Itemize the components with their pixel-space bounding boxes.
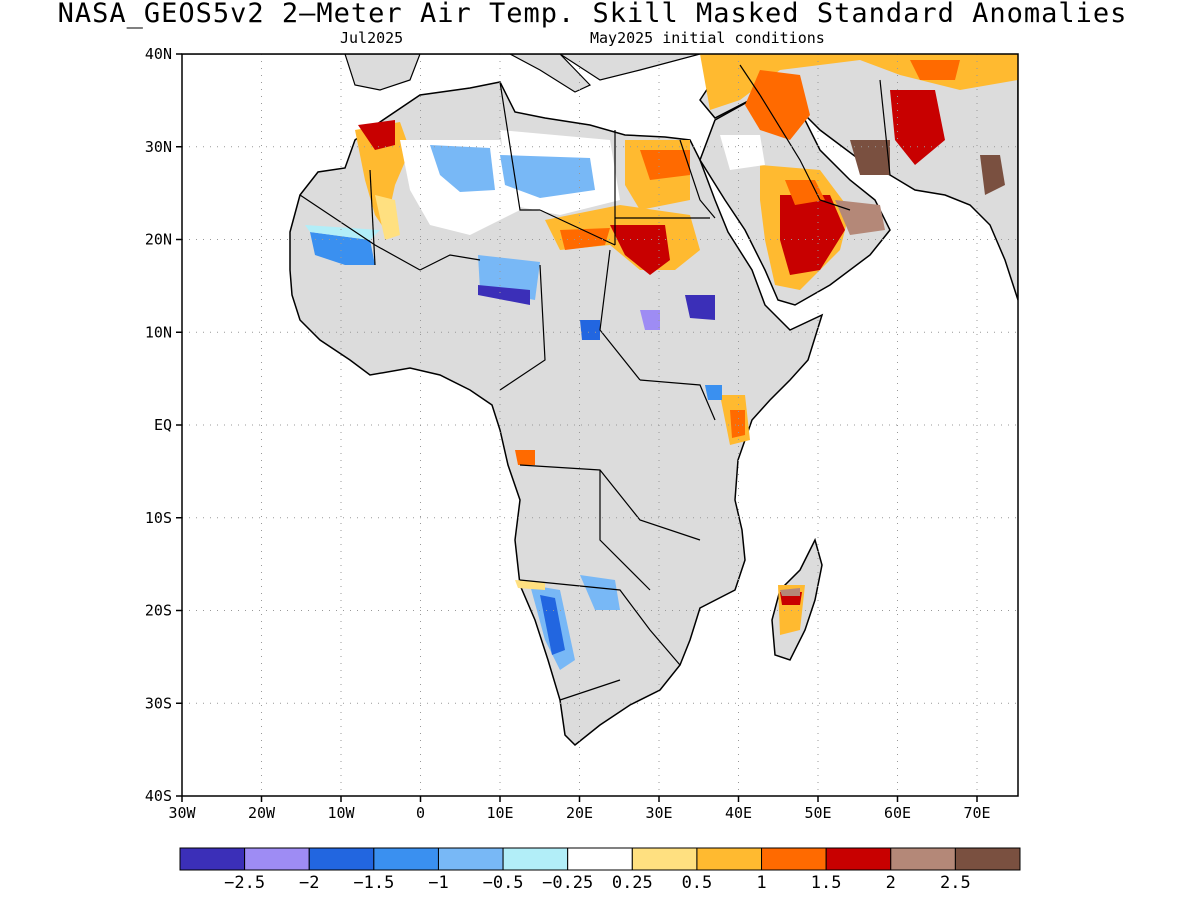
latitude-labels: 40N 30N 20N 10N EQ 10S 20S 30S 40S: [145, 45, 182, 805]
iberia-italy-landmass: [344, 54, 592, 93]
lat-tick-label: 20S: [145, 602, 172, 620]
lon-tick-label: 10E: [486, 804, 513, 822]
colorbar-label: 0.25: [612, 873, 653, 893]
colorbar-swatch: [890, 847, 956, 871]
lat-tick-label: 30S: [145, 694, 172, 712]
lat-tick-label: 10N: [145, 323, 172, 341]
lon-tick-label: 30W: [168, 804, 196, 822]
lon-tick-label: 50E: [804, 804, 831, 822]
colorbar-swatch: [437, 847, 504, 871]
colorbar-label: −2: [299, 873, 319, 893]
colorbar-swatch: [761, 847, 827, 871]
lon-tick-label: 20E: [566, 804, 593, 822]
colorbar-swatch: [308, 847, 375, 871]
colorbar-label: −1.5: [353, 873, 394, 893]
gridlines: [182, 54, 1018, 796]
colorbar-swatch: [567, 847, 633, 871]
colorbar-label: 1: [756, 873, 766, 893]
colorbar-label: −0.25: [542, 873, 593, 893]
colorbar-label: 2.5: [940, 873, 971, 893]
lon-tick-label: 60E: [884, 804, 911, 822]
colorbar-labels: −2.5 −2 −1.5 −1 −0.5 −0.25 0.25 0.5 1 1.5 2 2.5: [224, 873, 971, 893]
colorbar-label: 0.5: [682, 873, 713, 893]
lon-tick-label: 0: [416, 804, 425, 822]
lon-tick-label: 70E: [963, 804, 990, 822]
lon-tick-label: 20W: [248, 804, 276, 822]
lat-tick-label: EQ: [154, 416, 172, 434]
lon-tick-label: 30E: [645, 804, 672, 822]
colorbar-label: −1: [428, 873, 448, 893]
colorbar-swatch: [696, 847, 763, 871]
lat-tick-label: 20N: [145, 231, 172, 249]
colorbar-label: 1.5: [811, 873, 842, 893]
colorbar-label: −2.5: [224, 873, 265, 893]
colorbar-swatch: [373, 847, 439, 871]
colorbar-swatch: [502, 847, 569, 871]
lat-tick-label: 40S: [145, 787, 172, 805]
lat-tick-label: 30N: [145, 138, 172, 156]
colorbar-swatch: [825, 847, 892, 871]
colorbar-swatch: [631, 847, 698, 871]
lat-tick-label: 10S: [145, 509, 172, 527]
country-borders: [299, 64, 891, 701]
colorbar-label: 2: [886, 873, 896, 893]
map-title: NASA_GEOS5v2 2–Meter Air Temp. Skill Mas…: [57, 0, 1128, 29]
lat-tick-label: 40N: [145, 45, 172, 63]
colorbar-swatch: [954, 847, 1021, 871]
colorbar-swatch: [179, 847, 246, 871]
init-conditions-label: May2025 initial conditions: [590, 29, 825, 47]
lon-tick-label: 40E: [725, 804, 752, 822]
anomaly-patches: [305, 54, 1018, 670]
colorbar-swatch: [244, 847, 310, 871]
longitude-labels: 30W 20W 10W 0 10E 20E 30E 40E 50E 60E 70E: [168, 796, 991, 822]
colorbar-label: −0.5: [483, 873, 524, 893]
colorbar: [179, 847, 1021, 871]
lon-tick-label: 10W: [327, 804, 355, 822]
europe-landmass: [182, 54, 701, 81]
valid-month-label: Jul2025: [340, 29, 404, 47]
